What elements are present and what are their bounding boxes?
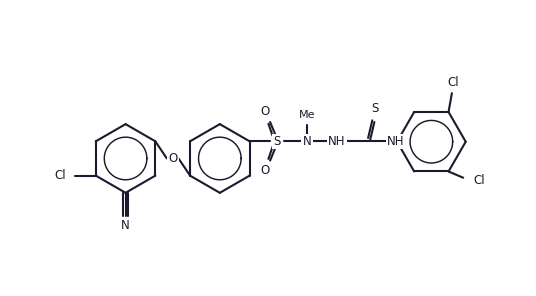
Text: S: S [273, 135, 280, 148]
Text: Cl: Cl [474, 174, 485, 187]
Text: O: O [260, 164, 270, 177]
Text: O: O [168, 152, 177, 165]
Text: NH: NH [329, 135, 346, 148]
Text: Cl: Cl [447, 76, 458, 89]
Text: N: N [303, 135, 311, 148]
Text: Cl: Cl [55, 169, 66, 182]
Text: O: O [260, 105, 270, 118]
Text: N: N [121, 218, 130, 231]
Text: Me: Me [299, 110, 315, 120]
Text: S: S [371, 102, 378, 115]
Text: NH: NH [387, 135, 405, 148]
